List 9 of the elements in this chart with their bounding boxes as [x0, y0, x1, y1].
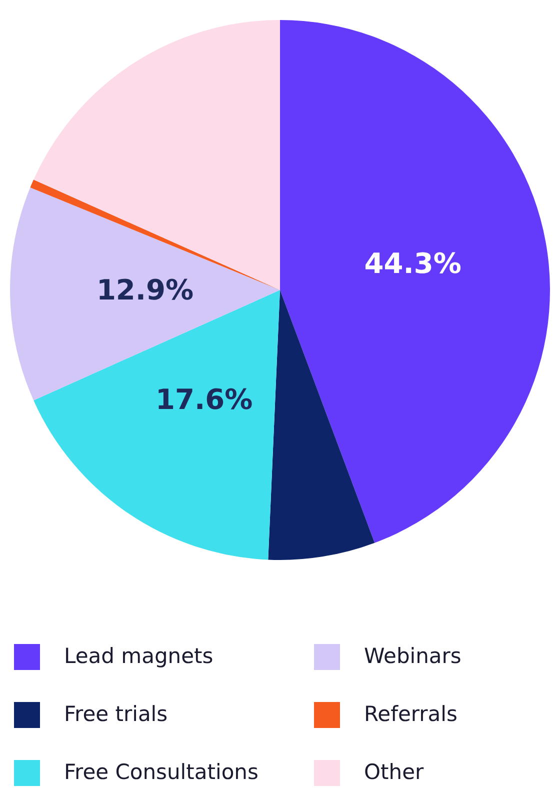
legend-label: Other — [364, 760, 424, 784]
legend-label: Lead magnets — [64, 644, 214, 668]
legend-label: Webinars — [364, 644, 462, 668]
data-label: 44.3% — [364, 247, 462, 280]
data-label: 12.9% — [96, 273, 194, 306]
legend-label: Free Consultations — [64, 760, 258, 784]
legend-label: Referrals — [364, 702, 458, 726]
data-label: 17.6% — [156, 382, 253, 416]
legend-label: Free trials — [64, 702, 168, 726]
